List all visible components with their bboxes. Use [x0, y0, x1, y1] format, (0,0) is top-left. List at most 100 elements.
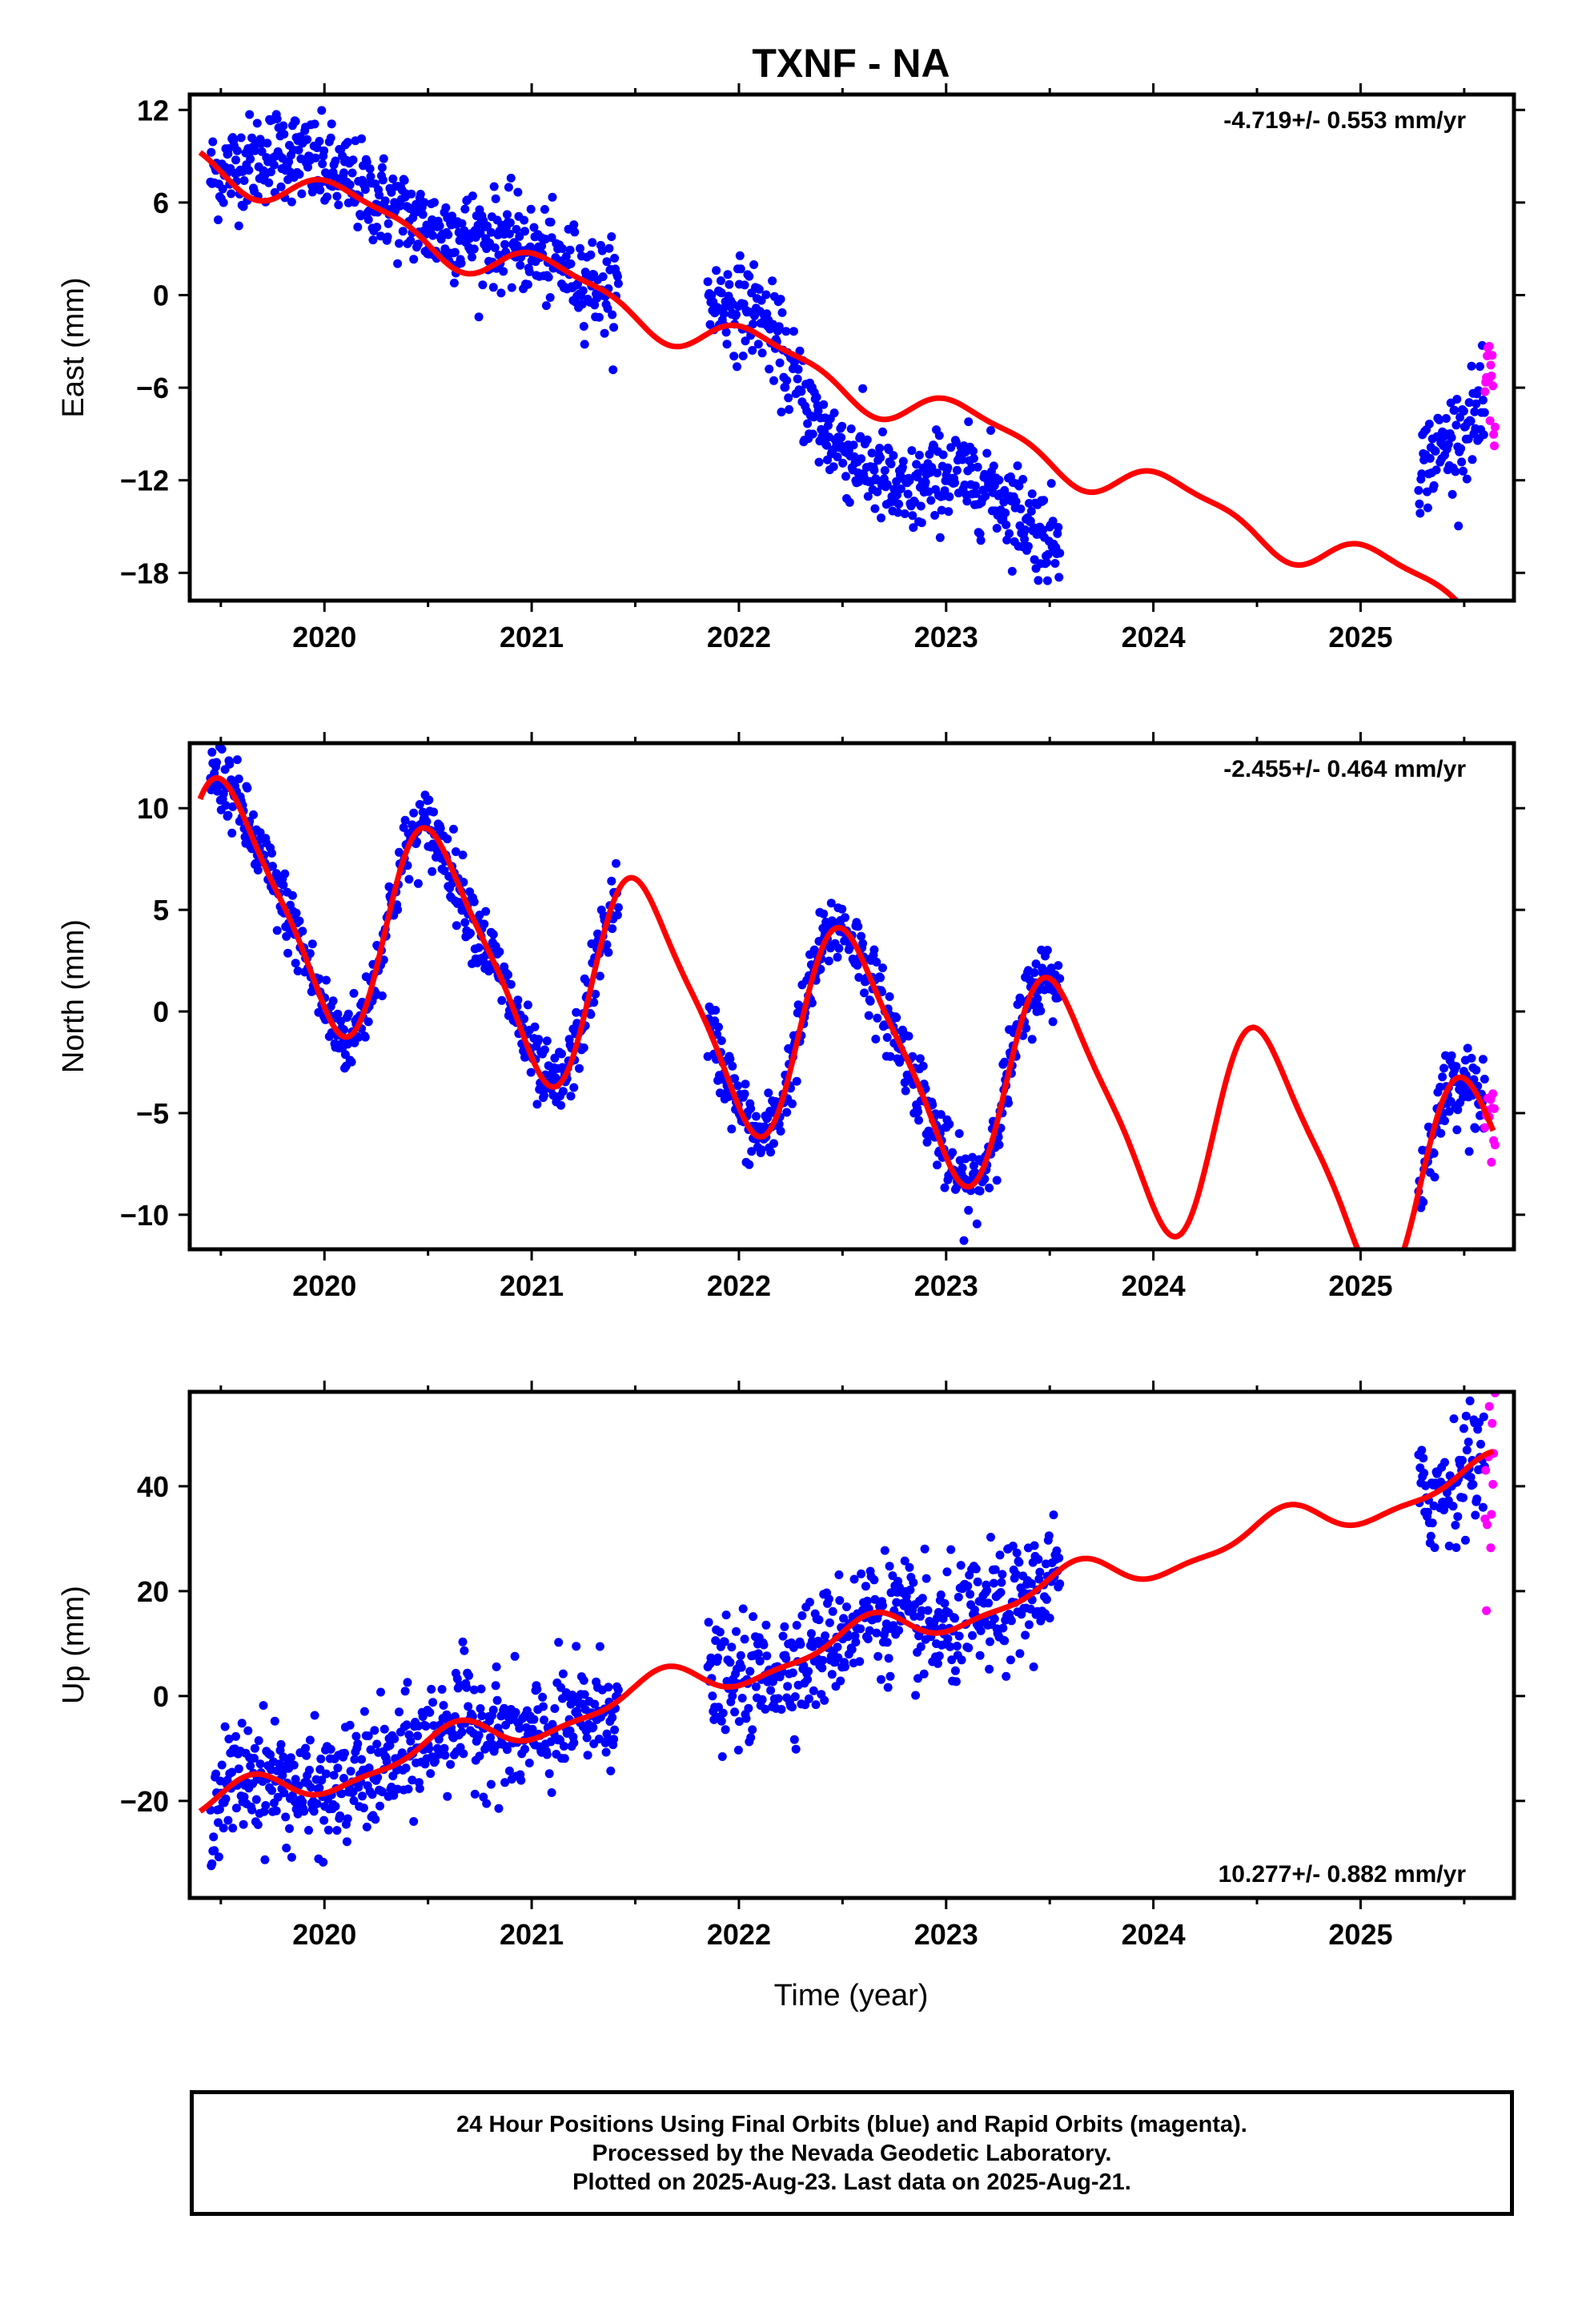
north-final-point: [556, 1100, 566, 1110]
north-final-point: [964, 1205, 974, 1215]
north-final-point: [253, 866, 263, 875]
up-final-point: [335, 1811, 345, 1820]
north-final-point: [279, 880, 288, 890]
up-final-point: [520, 1744, 529, 1754]
north-final-point: [540, 1091, 548, 1100]
east-final-point: [1038, 525, 1048, 535]
east-final-point: [1474, 386, 1484, 396]
north-final-point: [586, 1010, 596, 1019]
north-final-point: [569, 1083, 579, 1092]
up-rapid-point: [1481, 1466, 1491, 1475]
east-final-point: [1452, 420, 1461, 430]
east-final-point: [1415, 499, 1424, 509]
east-final-point: [927, 463, 937, 472]
east-final-point: [496, 288, 506, 298]
east-final-point: [612, 271, 622, 281]
north-final-point: [1472, 1065, 1481, 1075]
up-final-point: [1461, 1411, 1471, 1421]
north-model-fit-line: [197, 774, 1496, 1249]
up-final-point: [1052, 1546, 1062, 1555]
east-final-point: [360, 185, 370, 195]
east-final-point: [379, 154, 388, 163]
up-final-point: [494, 1803, 504, 1813]
up-final-point: [343, 1814, 352, 1823]
north-final-point: [807, 998, 817, 1007]
up-final-point: [788, 1703, 797, 1712]
east-final-point: [526, 204, 536, 214]
east-final-point: [1468, 455, 1477, 464]
up-final-point: [947, 1655, 957, 1665]
up-final-point: [986, 1533, 995, 1542]
up-x-tick-label: 2024: [1122, 1918, 1186, 1951]
up-final-point: [342, 1837, 351, 1847]
up-final-point: [725, 1658, 735, 1667]
north-final-point: [534, 1035, 544, 1044]
up-final-point: [503, 1745, 512, 1755]
up-final-point: [804, 1667, 813, 1676]
east-final-point: [725, 279, 734, 289]
up-final-point: [364, 1763, 374, 1773]
north-final-point: [922, 1137, 932, 1147]
east-final-point: [449, 278, 459, 287]
up-final-point: [1006, 1655, 1015, 1665]
east-final-point: [520, 215, 529, 225]
east-final-point: [1423, 503, 1432, 513]
north-final-point: [339, 1025, 348, 1035]
east-final-point: [1467, 361, 1476, 371]
up-final-point: [310, 1711, 319, 1720]
up-final-point: [413, 1731, 422, 1741]
up-final-point: [1042, 1594, 1051, 1604]
east-final-point: [716, 276, 725, 285]
up-final-point: [741, 1714, 751, 1723]
north-final-point: [481, 907, 491, 916]
up-final-point: [362, 1822, 371, 1831]
east-final-point: [372, 223, 382, 232]
east-final-point: [1459, 466, 1468, 476]
north-x-tick-label: 2023: [914, 1269, 978, 1302]
east-y-axis-label: East (mm): [57, 277, 90, 417]
up-final-point: [246, 1761, 255, 1771]
up-final-point: [220, 1722, 230, 1731]
east-x-tick-label: 2025: [1328, 621, 1392, 653]
north-final-point: [347, 1057, 356, 1067]
up-final-point: [333, 1763, 343, 1773]
east-final-point: [1447, 489, 1457, 499]
east-final-point: [430, 198, 439, 207]
up-final-point: [1423, 1507, 1432, 1517]
east-final-point: [297, 189, 307, 199]
east-final-point: [468, 191, 477, 201]
east-final-point: [610, 253, 620, 263]
east-final-point: [503, 210, 512, 219]
up-final-point: [917, 1606, 926, 1615]
up-final-point: [762, 1651, 772, 1661]
north-final-point: [1031, 959, 1041, 969]
north-final-point: [612, 911, 622, 920]
up-final-point: [409, 1817, 419, 1826]
east-final-point: [327, 119, 336, 129]
north-final-point: [1022, 1023, 1031, 1033]
east-final-point: [376, 231, 385, 241]
north-final-point: [876, 973, 885, 983]
east-final-point: [345, 180, 355, 190]
north-final-point: [826, 899, 836, 908]
north-final-point: [740, 1089, 749, 1099]
north-final-point: [520, 1014, 529, 1023]
east-final-point: [490, 243, 500, 252]
east-final-point: [1027, 489, 1037, 499]
up-final-point: [382, 1757, 391, 1767]
up-x-tick-label: 2022: [707, 1918, 771, 1951]
up-final-point: [720, 1637, 729, 1647]
east-final-point: [909, 523, 918, 533]
up-final-point: [317, 1775, 327, 1785]
up-final-point: [504, 1766, 514, 1775]
up-final-point: [500, 1778, 510, 1787]
north-final-point: [429, 807, 439, 817]
up-final-point: [358, 1791, 367, 1801]
east-final-point: [246, 155, 255, 163]
east-final-point: [1447, 432, 1456, 442]
up-final-point: [933, 1659, 942, 1668]
north-y-tick-label: −5: [136, 1097, 169, 1130]
up-final-point: [315, 1765, 325, 1774]
up-final-point: [717, 1716, 726, 1726]
east-final-point: [819, 400, 829, 409]
